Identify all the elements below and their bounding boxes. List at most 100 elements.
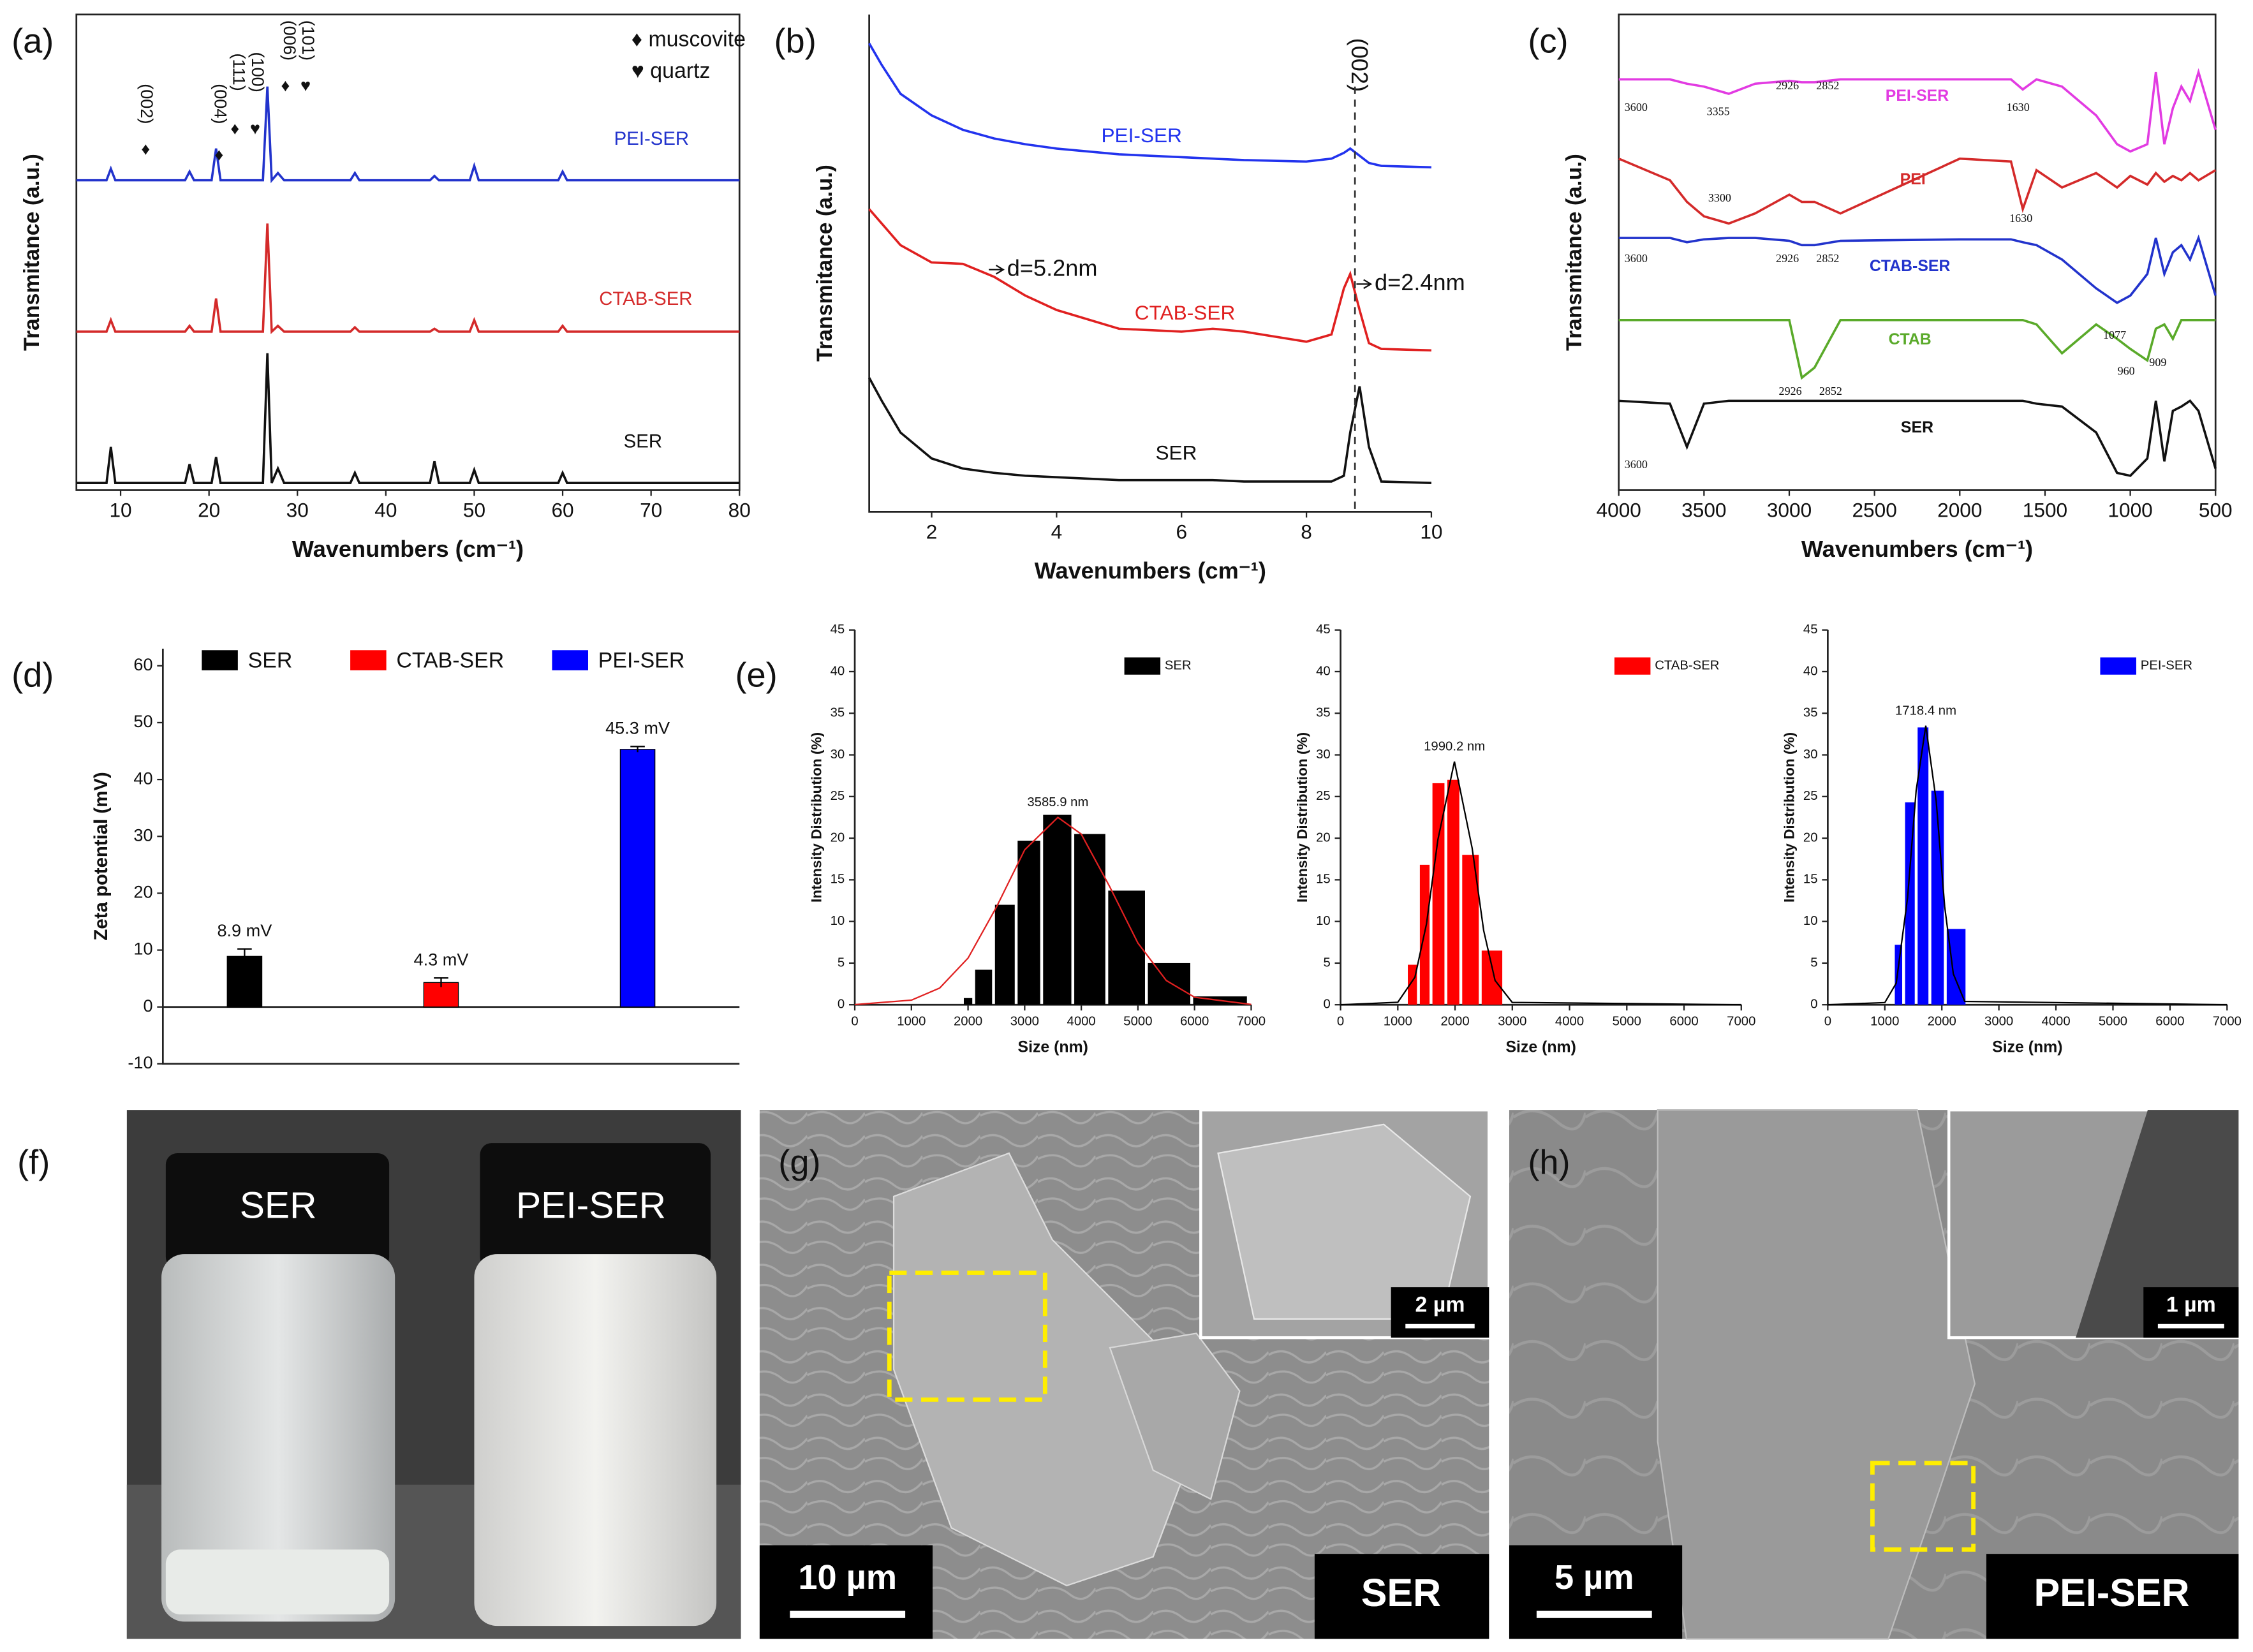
fit-curve — [854, 816, 1252, 1006]
legend-entry: CTAB-SER — [1655, 659, 1719, 673]
x-tick-label: 5000 — [1613, 1015, 1641, 1029]
peak-label: 1990.2 nm — [1424, 740, 1485, 754]
zoom-box — [887, 1271, 1047, 1402]
spectrum-line — [1618, 68, 2217, 153]
scale-box — [1509, 1545, 1683, 1639]
scale-box — [759, 1545, 933, 1639]
legend-swatch — [202, 650, 238, 670]
annotation: 960 — [2118, 364, 2135, 377]
series-label: SER — [624, 431, 662, 452]
peak-label: 3585.9 nm — [1027, 795, 1088, 809]
series-label: SER — [1901, 419, 1933, 436]
scale-box — [2143, 1287, 2239, 1338]
y-tick-label: 45 — [1803, 623, 1818, 637]
histogram-bar — [1017, 840, 1040, 1005]
histogram-bar — [1074, 834, 1105, 1005]
histogram-bar — [1481, 950, 1503, 1005]
y-tick-label: 20 — [1803, 830, 1818, 844]
scale-bar-label: 2 µm — [1415, 1292, 1465, 1316]
annotation: (004) — [211, 84, 230, 124]
y-tick-label: 45 — [831, 623, 845, 637]
panel-label: (c) — [1528, 22, 1568, 60]
annotation: (111) — [230, 54, 249, 91]
x-axis-label: Size (nm) — [1992, 1039, 2062, 1056]
x-axis-label: Size (nm) — [1505, 1039, 1576, 1056]
histogram-bar — [975, 970, 993, 1005]
series-label: CTAB-SER — [1870, 258, 1951, 275]
y-tick-label: 30 — [133, 825, 152, 844]
y-tick-label: 25 — [1316, 789, 1331, 803]
x-tick-label: 6000 — [1669, 1015, 1698, 1029]
vial-label: PEI-SER — [516, 1184, 666, 1226]
annotation: 2926 — [1776, 79, 1799, 92]
y-tick-label: 20 — [1316, 830, 1331, 844]
photo-f: SER PEI-SER — [126, 1110, 741, 1639]
annotation: ♦ — [141, 138, 150, 158]
x-tick-label: 1000 — [2108, 499, 2152, 522]
peak-label: 1718.4 nm — [1895, 704, 1956, 718]
annotation: ♥ — [300, 75, 311, 95]
x-tick-label: 3000 — [1767, 499, 1812, 522]
annotation: 2926 — [1779, 385, 1802, 397]
y-tick-label: 40 — [1316, 664, 1331, 678]
y-tick-label: 30 — [831, 748, 845, 762]
value-label: 8.9 mV — [217, 920, 272, 940]
vial-glass — [474, 1254, 717, 1626]
x-tick-label: 60 — [551, 499, 573, 522]
scale-bar-label: 1 µm — [2166, 1292, 2216, 1316]
series-label: PEI-SER — [1886, 87, 1949, 105]
spectrum-line — [1618, 399, 2217, 477]
x-tick-label: 6000 — [2155, 1015, 2184, 1029]
legend-entry: CTAB-SER — [396, 648, 504, 672]
panel-label: (a) — [11, 22, 54, 60]
vial-sediment — [165, 1549, 390, 1615]
x-tick-label: 0 — [851, 1015, 858, 1029]
y-axis-label: Intensity Distribution (%) — [1294, 732, 1310, 903]
series-label: PEI — [1900, 171, 1926, 188]
legend-entry: PEI-SER — [2141, 659, 2192, 673]
x-tick-label: 40 — [374, 499, 397, 522]
x-axis-label: Size (nm) — [1018, 1039, 1088, 1056]
x-tick-label: 3000 — [1010, 1015, 1039, 1029]
x-tick-label: 0 — [1337, 1015, 1344, 1029]
x-tick-label: 4000 — [1597, 499, 1641, 522]
annotation: ♦ — [230, 119, 239, 138]
legend-swatch — [1124, 657, 1161, 675]
error-bar — [434, 977, 448, 987]
x-tick-label: 50 — [463, 499, 485, 522]
annotation: 2852 — [1819, 385, 1842, 397]
histogram-bar — [1043, 815, 1072, 1005]
y-tick-label: 35 — [1803, 706, 1818, 720]
x-tick-label: 10 — [109, 499, 131, 522]
error-bar — [237, 948, 252, 964]
x-tick-label: 0 — [1824, 1015, 1831, 1029]
annotation: 3300 — [1708, 191, 1731, 204]
histogram-bar — [1148, 962, 1190, 1005]
arrow — [989, 264, 1005, 275]
y-tick-label: -10 — [128, 1052, 152, 1072]
y-tick-label: 0 — [1323, 998, 1330, 1012]
legend-entry: ♥ quartz — [632, 59, 711, 83]
y-tick-label: 20 — [133, 882, 152, 902]
x-axis-label: Wavenumbers (cm⁻¹) — [1801, 536, 2033, 562]
axes — [1340, 630, 1741, 1006]
inset-particle — [1217, 1123, 1472, 1320]
legend-entry: SER — [248, 648, 293, 672]
y-tick-label: 40 — [1803, 664, 1818, 678]
x-tick-label: 8 — [1301, 520, 1312, 543]
annotation: (101) — [299, 20, 318, 61]
x-tick-label: 4000 — [2041, 1015, 2070, 1029]
panel-label: (g) — [778, 1143, 820, 1181]
x-tick-label: 2500 — [1852, 499, 1896, 522]
y-tick-label: 0 — [838, 998, 845, 1012]
y-tick-label: 10 — [1316, 914, 1331, 928]
histogram-bar — [963, 998, 973, 1005]
x-tick-label: 3500 — [1681, 499, 1726, 522]
spectrum-line — [76, 353, 740, 484]
panel-label: (f) — [17, 1143, 50, 1181]
axes — [1827, 630, 2227, 1006]
vial-cap — [165, 1153, 390, 1269]
y-tick-label: 30 — [1803, 748, 1818, 762]
sem-particle — [1657, 1109, 1976, 1640]
